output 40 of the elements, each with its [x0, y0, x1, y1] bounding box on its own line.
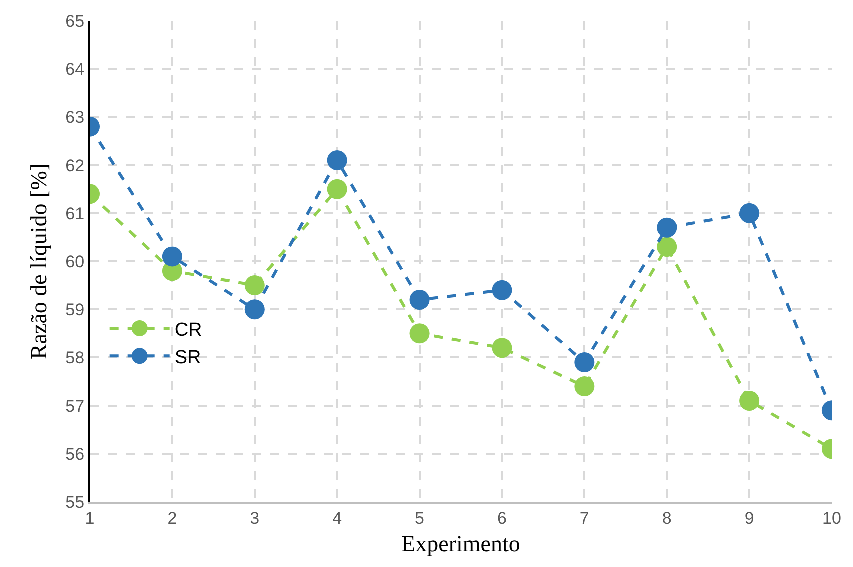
x-tick-label: 9: [744, 509, 754, 528]
point: [657, 237, 678, 258]
point: [740, 203, 760, 224]
point: [410, 290, 430, 310]
point: [244, 276, 265, 296]
y-tick-label: 55: [66, 492, 85, 512]
x-tick-label: 5: [415, 509, 425, 528]
y-tick-label: 62: [66, 156, 85, 176]
point: [574, 352, 595, 372]
x-tick-label: 7: [580, 509, 590, 528]
point: [410, 324, 430, 344]
y-tick-label: 58: [66, 348, 85, 368]
x-tick-label: 3: [250, 509, 260, 528]
point: [574, 376, 595, 397]
y-tick-label: 61: [66, 204, 85, 224]
legend-label: SR: [174, 348, 202, 369]
y-tick-label: 56: [66, 444, 85, 464]
x-tick-label: 2: [168, 509, 178, 528]
point: [244, 300, 265, 320]
x-tick-label: 10: [822, 509, 842, 528]
point: [162, 246, 182, 267]
legend-label: CR: [174, 320, 202, 341]
x-tick-label: 6: [497, 509, 507, 528]
x-tick-label: 1: [85, 509, 95, 528]
point: [327, 179, 348, 200]
y-axis-title: Razão de líquido [%]: [26, 163, 52, 360]
point: [492, 280, 512, 300]
x-tick-label: 8: [662, 509, 672, 528]
x-tick-label: 4: [332, 509, 342, 528]
point: [740, 390, 760, 411]
y-tick-label: 63: [66, 108, 85, 128]
point: [492, 338, 512, 358]
y-tick-label: 59: [66, 300, 85, 320]
x-axis-title: Experimento: [402, 531, 520, 556]
y-tick-label: 65: [66, 12, 85, 31]
point: [327, 150, 348, 170]
y-tick-label: 60: [66, 252, 85, 272]
y-tick-label: 57: [66, 396, 85, 416]
y-tick-label: 64: [66, 60, 85, 80]
point: [657, 218, 678, 238]
